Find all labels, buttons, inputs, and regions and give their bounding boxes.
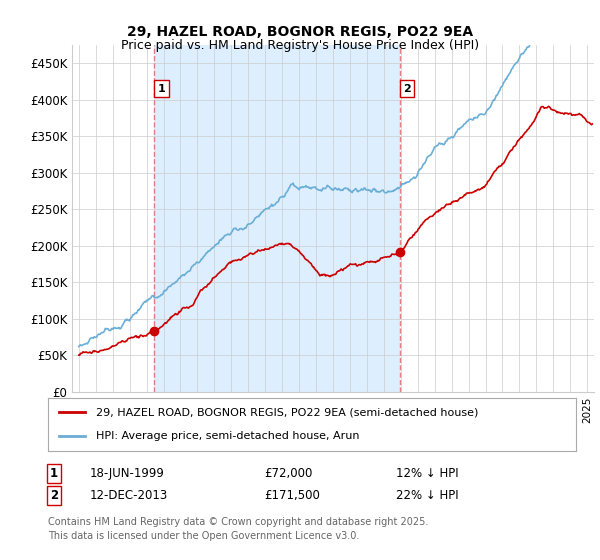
Text: 29, HAZEL ROAD, BOGNOR REGIS, PO22 9EA (semi-detached house): 29, HAZEL ROAD, BOGNOR REGIS, PO22 9EA (… <box>95 408 478 418</box>
Text: Contains HM Land Registry data © Crown copyright and database right 2025.
This d: Contains HM Land Registry data © Crown c… <box>48 517 428 541</box>
Text: 1: 1 <box>50 466 58 480</box>
Text: 2: 2 <box>403 83 411 94</box>
Text: HPI: Average price, semi-detached house, Arun: HPI: Average price, semi-detached house,… <box>95 431 359 441</box>
Text: £72,000: £72,000 <box>264 466 313 480</box>
Text: 12% ↓ HPI: 12% ↓ HPI <box>396 466 458 480</box>
Bar <box>154 45 400 392</box>
Text: 22% ↓ HPI: 22% ↓ HPI <box>396 489 458 502</box>
Text: 1: 1 <box>158 83 166 94</box>
Text: 18-JUN-1999: 18-JUN-1999 <box>90 466 165 480</box>
Text: Price paid vs. HM Land Registry's House Price Index (HPI): Price paid vs. HM Land Registry's House … <box>121 39 479 52</box>
Text: 12-DEC-2013: 12-DEC-2013 <box>90 489 168 502</box>
Text: 2: 2 <box>50 489 58 502</box>
Text: 29, HAZEL ROAD, BOGNOR REGIS, PO22 9EA: 29, HAZEL ROAD, BOGNOR REGIS, PO22 9EA <box>127 25 473 39</box>
Text: £171,500: £171,500 <box>264 489 320 502</box>
